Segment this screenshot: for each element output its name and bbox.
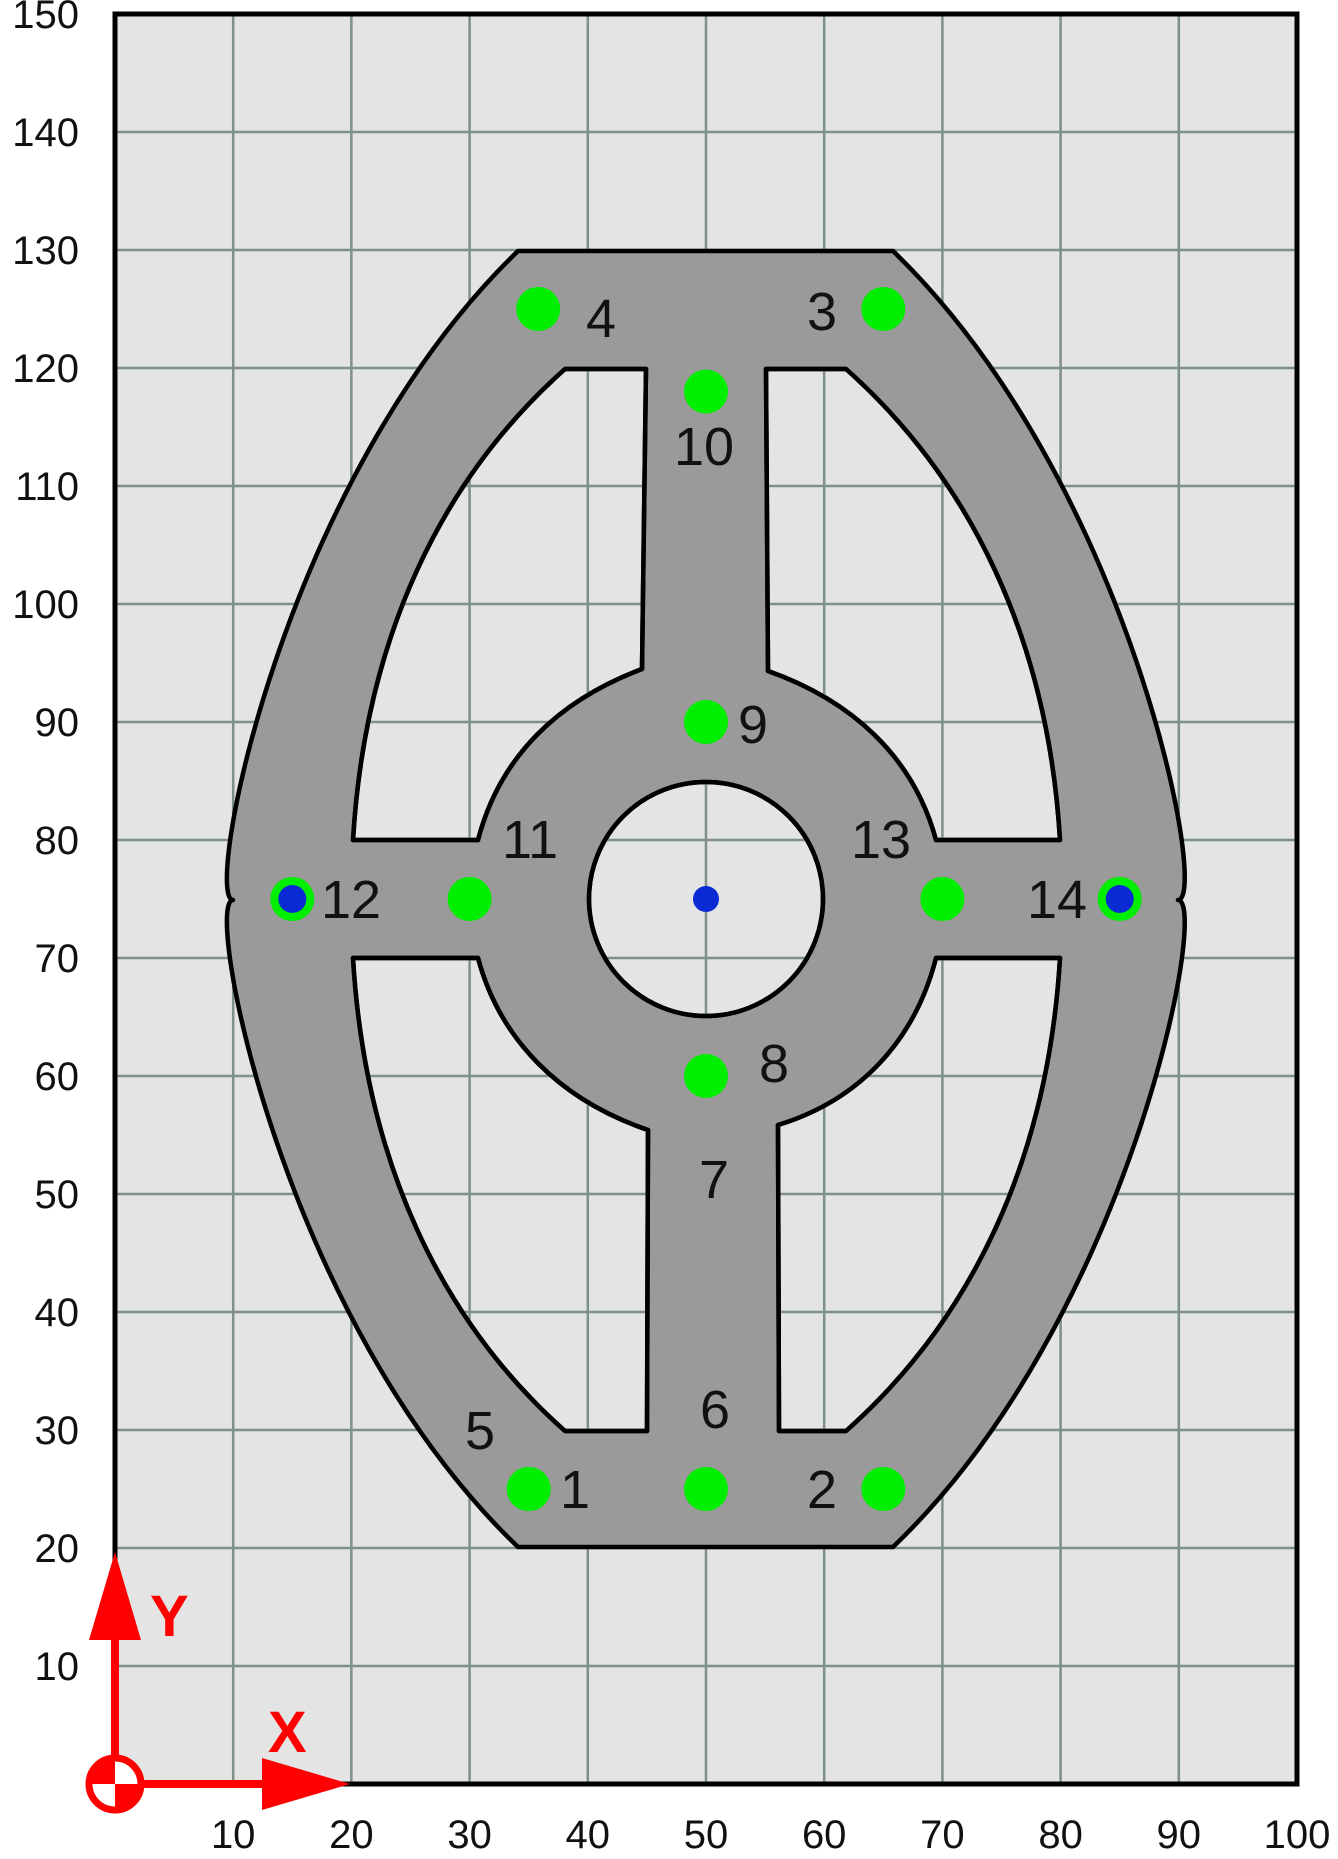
point-9-green-marker [684, 700, 728, 744]
point-label-8: 8 [759, 1034, 789, 1094]
x-tick-label: 70 [920, 1813, 965, 1857]
point-label-5: 5 [465, 1401, 495, 1461]
point-label-7: 7 [699, 1150, 729, 1210]
y-tick-label: 80 [35, 819, 80, 863]
point-10-green-marker [684, 370, 728, 414]
point-label-6: 6 [700, 1380, 730, 1440]
y-tick-label: 20 [35, 1527, 80, 1571]
x-tick-label: 60 [802, 1813, 847, 1857]
x-tick-labels: 10 20 30 40 50 60 70 80 90 100 [211, 1813, 1330, 1857]
point-label-4: 4 [586, 289, 616, 349]
point-2-green-marker [861, 1467, 905, 1511]
point-label-12: 12 [321, 870, 381, 930]
point-4-green-marker [516, 287, 560, 331]
point-5-green-marker [507, 1467, 551, 1511]
x-tick-label: 10 [211, 1813, 256, 1857]
x-tick-label: 90 [1157, 1813, 1202, 1857]
x-tick-label: 20 [329, 1813, 374, 1857]
point-label-10: 10 [674, 417, 734, 477]
origin-quadrant-fill [115, 1784, 141, 1810]
point-label-13: 13 [851, 810, 911, 870]
point-3-green-marker [861, 287, 905, 331]
point-12-blue-marker [278, 885, 306, 913]
x-tick-label: 40 [566, 1813, 611, 1857]
x-tick-label: 100 [1264, 1813, 1331, 1857]
point-label-1: 1 [560, 1460, 590, 1520]
x-tick-label: 80 [1038, 1813, 1083, 1857]
center-blue-marker [693, 886, 719, 912]
point-8-green-marker [684, 1054, 728, 1098]
point-label-9: 9 [738, 695, 768, 755]
y-tick-label: 60 [35, 1055, 80, 1099]
y-tick-label: 140 [12, 111, 79, 155]
y-tick-label: 130 [12, 229, 79, 273]
x-axis-label: X [268, 1700, 307, 1765]
point-label-2: 2 [807, 1460, 837, 1520]
y-tick-label: 10 [35, 1645, 80, 1689]
y-tick-label: 150 [12, 0, 79, 37]
point-label-14: 14 [1027, 870, 1087, 930]
y-tick-label: 110 [15, 465, 79, 509]
point-6-green-marker [684, 1467, 728, 1511]
y-tick-label: 40 [35, 1291, 80, 1335]
y-tick-label: 90 [35, 701, 80, 745]
y-tick-label: 50 [35, 1173, 80, 1217]
y-tick-label: 120 [12, 347, 79, 391]
point-14-blue-marker [1106, 885, 1134, 913]
y-tick-labels: 10 20 30 40 50 60 70 80 90 100 110 120 130 140 150 [12, 0, 79, 1689]
y-tick-label: 30 [35, 1409, 80, 1453]
point-label-11: 11 [502, 810, 558, 870]
y-tick-label: 70 [35, 937, 80, 981]
origin-quadrant-fill [89, 1758, 115, 1784]
x-tick-label: 50 [684, 1813, 729, 1857]
y-axis-label: Y [150, 1584, 189, 1649]
point-11-green-marker [448, 877, 492, 921]
x-tick-label: 30 [447, 1813, 492, 1857]
y-tick-label: 100 [12, 583, 79, 627]
point-13-green-marker [920, 877, 964, 921]
point-label-3: 3 [807, 282, 837, 342]
